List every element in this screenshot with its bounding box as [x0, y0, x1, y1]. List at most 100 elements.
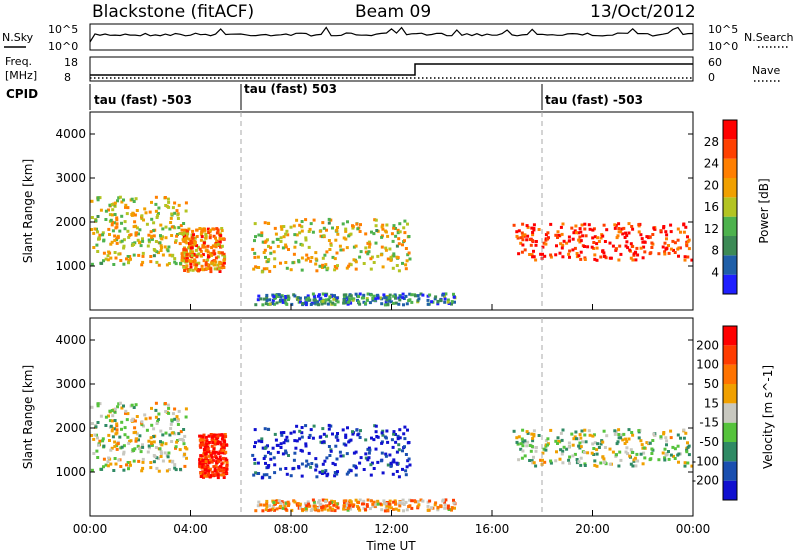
heatmap-cell: [370, 461, 374, 465]
heatmap-cell: [521, 222, 525, 226]
heatmap-cell: [354, 260, 358, 264]
heatmap-cell: [208, 459, 212, 463]
heatmap-cell: [200, 235, 204, 239]
heatmap-cell: [285, 266, 289, 270]
heatmap-cell: [186, 232, 190, 236]
heatmap-cell: [534, 243, 538, 247]
heatmap-cell: [113, 251, 117, 254]
heatmap-cell: [268, 302, 272, 306]
heatmap-cell: [267, 464, 271, 467]
heatmap-cell: [664, 453, 668, 457]
heatmap-cell: [531, 230, 535, 234]
heatmap-cell: [134, 233, 138, 237]
heatmap-cell: [317, 509, 321, 513]
heatmap-cell: [362, 262, 366, 265]
heatmap-cell: [195, 228, 199, 232]
heatmap-cell: [142, 424, 145, 428]
heatmap-cell: [90, 434, 93, 437]
heatmap-cell: [119, 259, 123, 262]
heatmap-cell: [636, 459, 640, 463]
heatmap-cell: [176, 233, 179, 236]
heatmap-cell: [271, 446, 275, 450]
freq-label-line1: Freq.: [5, 55, 32, 68]
heatmap-cell: [195, 244, 199, 248]
heatmap-cell: [108, 419, 112, 423]
heatmap-cell: [403, 231, 407, 235]
heatmap-cell: [317, 293, 321, 297]
heatmap-cell: [616, 234, 620, 238]
heatmap-cell: [220, 451, 224, 455]
heatmap-cell: [512, 429, 516, 433]
heatmap-cell: [406, 428, 409, 432]
heatmap-cell: [648, 441, 652, 445]
heatmap-cell: [358, 461, 362, 465]
heatmap-cell: [132, 200, 136, 203]
heatmap-cell: [201, 435, 205, 439]
heatmap-cell: [199, 249, 203, 253]
heatmap-cell: [395, 255, 399, 259]
heatmap-cell: [392, 432, 396, 436]
heatmap-cell: [268, 475, 272, 479]
heatmap-cell: [322, 226, 326, 230]
cpid-segment-3: tau (fast) -503: [545, 93, 643, 107]
heatmap-cell: [147, 238, 151, 242]
heatmap-cell: [370, 436, 373, 440]
heatmap-cell: [179, 261, 182, 265]
heatmap-cell: [276, 450, 280, 454]
heatmap-cell: [307, 230, 311, 233]
freq-panel-frame: [89, 56, 694, 82]
heatmap-cell: [323, 253, 327, 257]
heatmap-cell: [571, 443, 575, 447]
heatmap-cell: [392, 252, 396, 256]
heatmap-cell: [677, 254, 680, 258]
heatmap-cell: [364, 250, 368, 254]
heatmap-cell: [357, 501, 360, 504]
heatmap-cell: [355, 222, 359, 226]
colorbar-frame: [722, 119, 738, 295]
heatmap-cell: [291, 467, 295, 471]
heatmap-cell: [639, 452, 643, 456]
heatmap-cell: [392, 458, 396, 462]
heatmap-cell: [185, 253, 189, 257]
heatmap-cell: [141, 237, 144, 241]
heatmap-cell: [611, 244, 615, 248]
heatmap-cell: [220, 262, 224, 266]
heatmap-cell: [281, 298, 284, 302]
heatmap-cell: [305, 459, 309, 463]
heatmap-cell: [532, 434, 536, 438]
noise-right-tick-bottom: 10^0: [708, 40, 738, 53]
cpid-label: CPID: [6, 87, 38, 101]
heatmap-cell: [206, 263, 210, 267]
heatmap-cell: [126, 412, 130, 416]
heatmap-cell: [320, 508, 324, 512]
heatmap-cell: [591, 434, 595, 438]
heatmap-cell: [323, 301, 327, 305]
heatmap-cell: [102, 251, 106, 255]
heatmap-cell: [293, 439, 297, 443]
heatmap-cell: [207, 454, 211, 458]
heatmap-cell: [208, 451, 212, 455]
heatmap-cell: [173, 417, 177, 421]
heatmap-cell: [331, 226, 334, 230]
heatmap-cell: [627, 428, 631, 432]
heatmap-cell: [343, 499, 347, 503]
heatmap-cell: [379, 459, 383, 463]
heatmap-cell: [376, 296, 380, 300]
heatmap-cell: [450, 508, 453, 512]
heatmap-cell: [267, 258, 271, 261]
noise-sky-trace: [89, 26, 694, 43]
heatmap-cell: [152, 440, 156, 444]
heatmap-cell: [214, 450, 218, 454]
heatmap-cell: [204, 456, 208, 460]
heatmap-cell: [209, 228, 212, 232]
heatmap-cell: [276, 244, 280, 248]
heatmap-cell: [308, 433, 312, 437]
heatmap-cell: [159, 244, 163, 248]
heatmap-cell: [410, 506, 414, 510]
heatmap-cell: [352, 245, 356, 249]
heatmap-cell: [517, 229, 521, 233]
heatmap-cell: [591, 442, 595, 446]
heatmap-cell: [126, 435, 130, 439]
heatmap-cell: [298, 437, 302, 441]
